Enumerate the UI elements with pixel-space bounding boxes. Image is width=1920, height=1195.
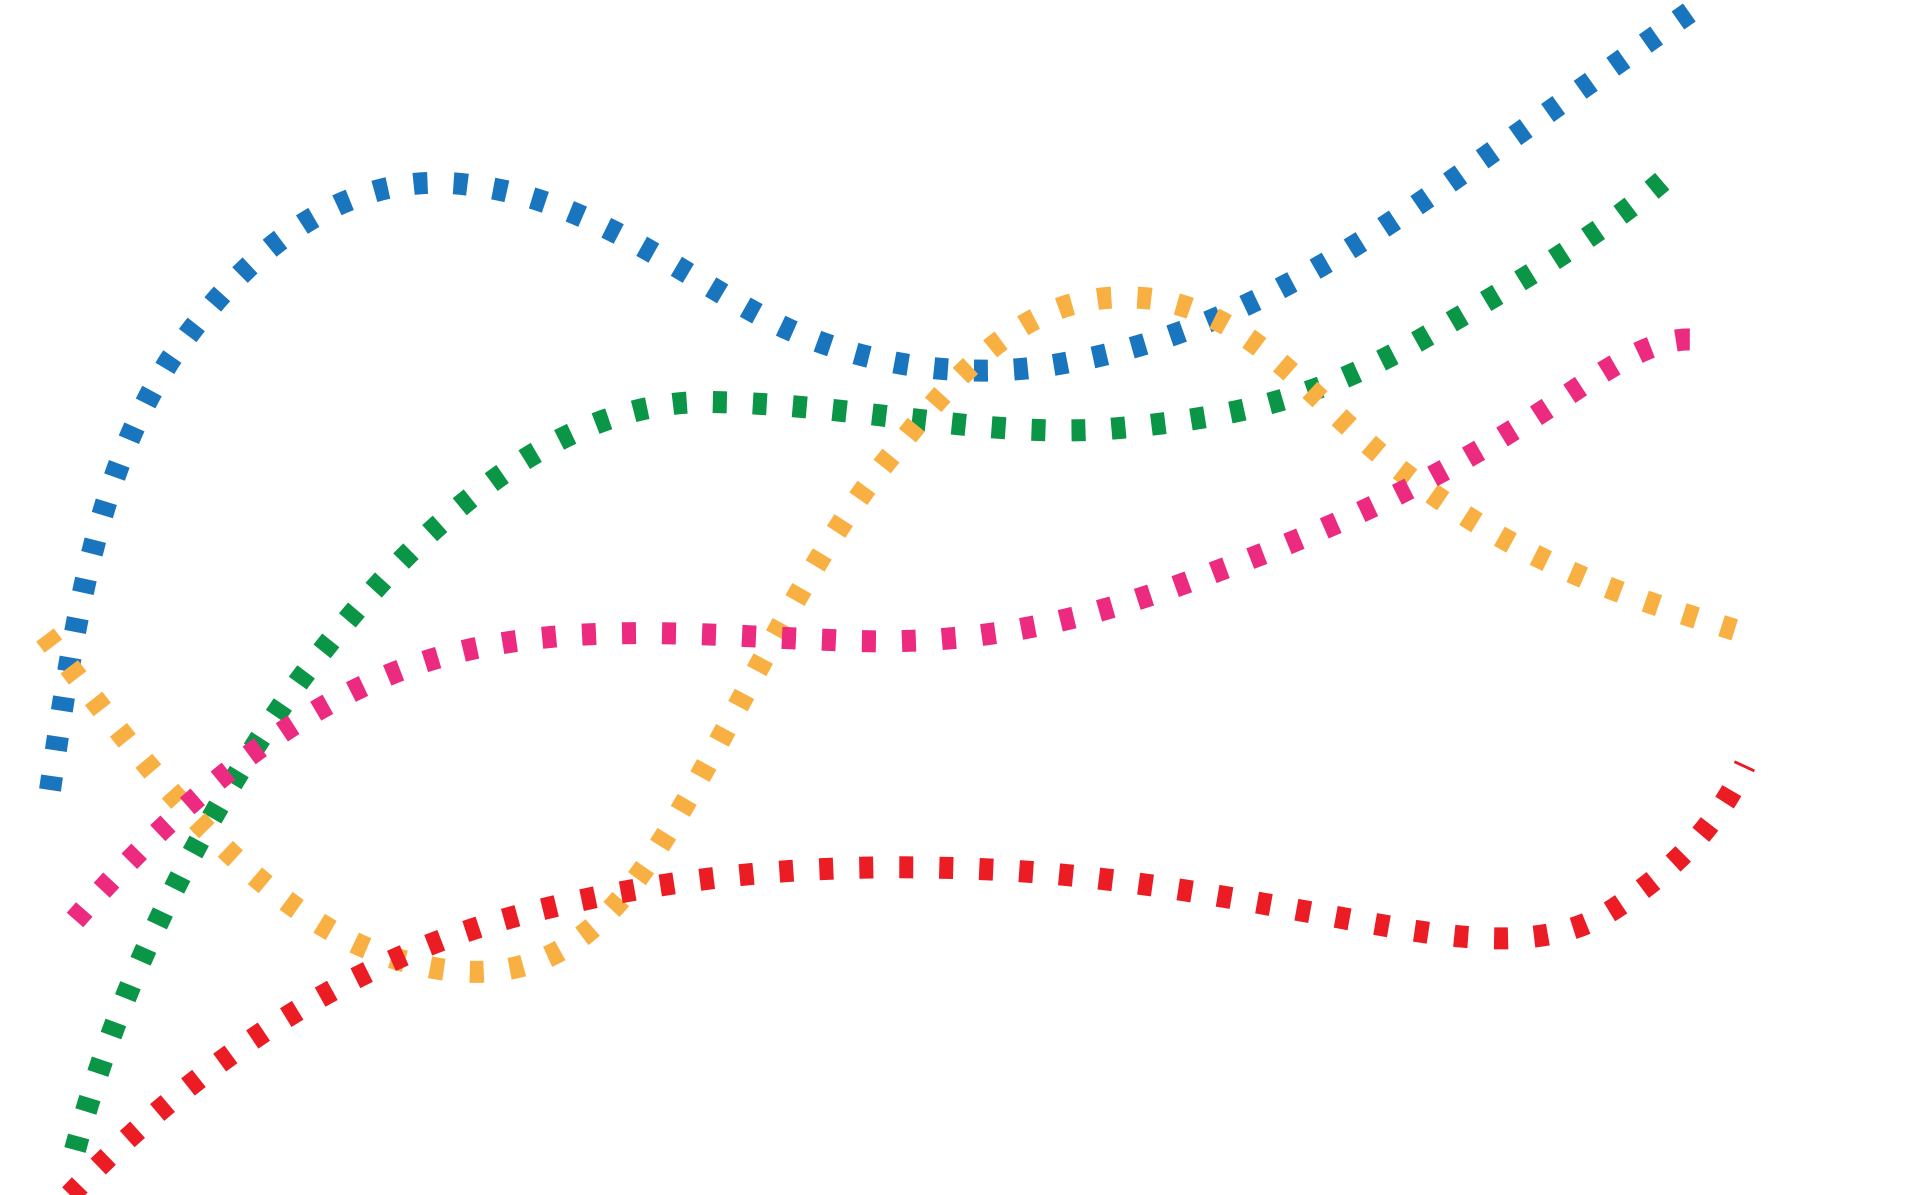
orange-dotted-ribbon xyxy=(36,286,1739,983)
red-dotted-ribbon xyxy=(62,760,1756,1195)
green-dotted-ribbon xyxy=(64,161,1683,1153)
pink-dotted-ribbon xyxy=(66,328,1702,928)
